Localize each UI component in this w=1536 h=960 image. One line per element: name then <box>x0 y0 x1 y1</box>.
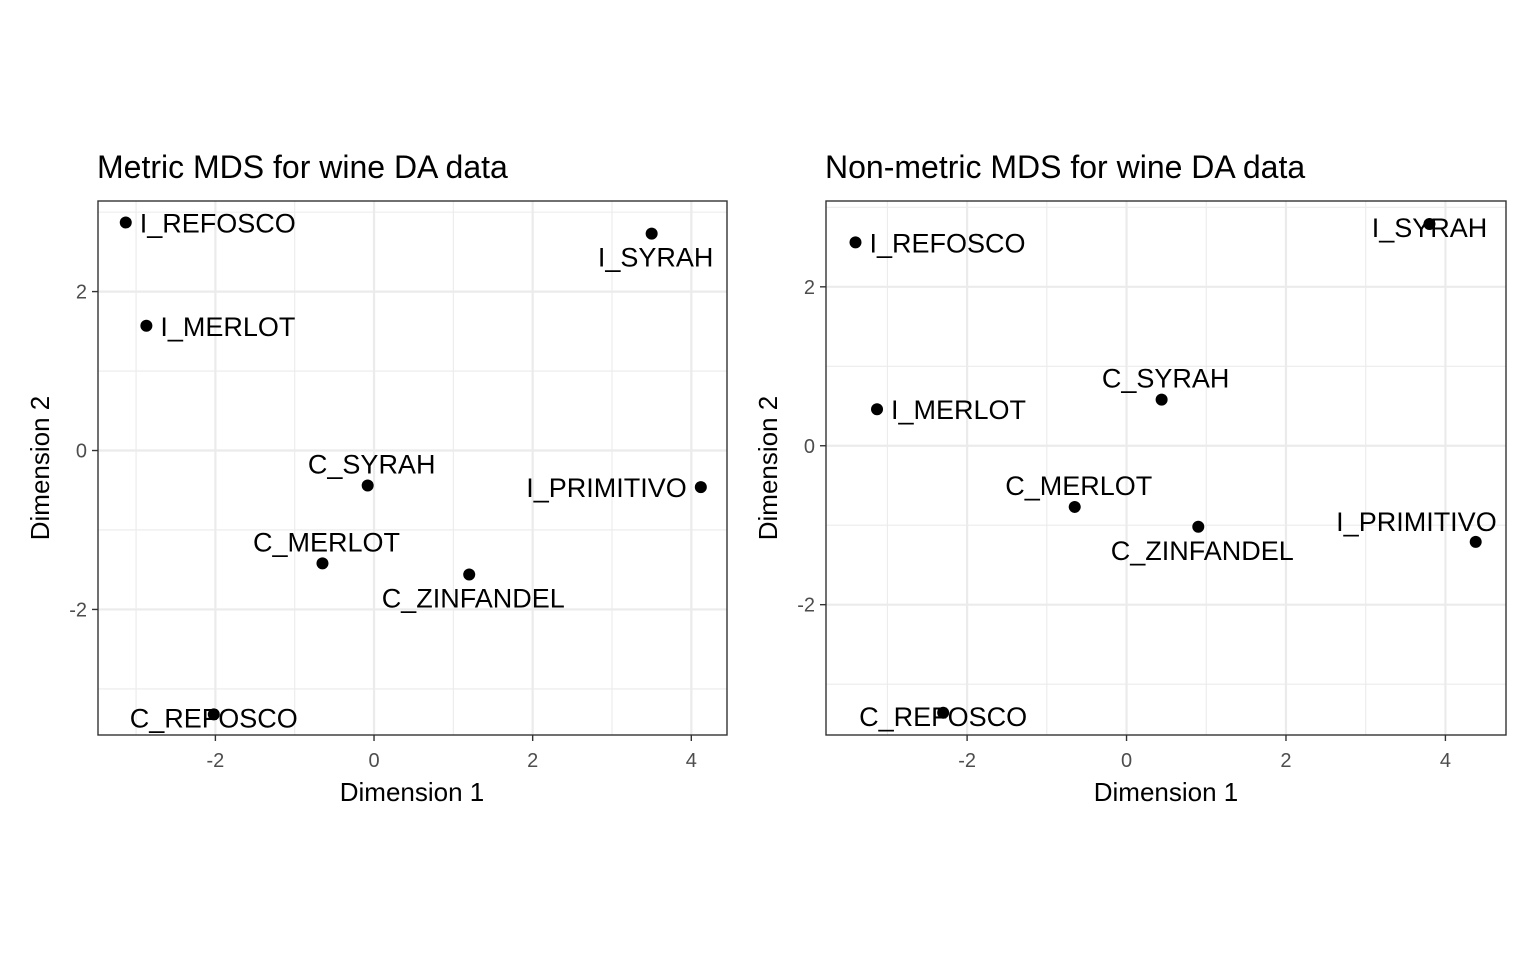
point-c-merlot <box>316 557 329 570</box>
point-c-refosco <box>207 708 220 721</box>
point-label-c-merlot: C_MERLOT <box>1005 471 1152 501</box>
y-axis-title-metric-mds: Dimension 2 <box>25 396 55 541</box>
grid-nonmetric-mds <box>826 201 1506 735</box>
y-tick-label: 2 <box>76 282 87 304</box>
x-tick-label: 4 <box>686 750 697 772</box>
y-tick-label: 0 <box>76 441 87 463</box>
point-i-refosco <box>119 216 132 229</box>
point-i-refosco <box>849 236 862 249</box>
point-label-i-refosco: I_REFOSCO <box>869 228 1025 258</box>
x-axis-title-metric-mds: Dimension 1 <box>340 777 485 807</box>
x-axis-title-nonmetric-mds: Dimension 1 <box>1094 777 1239 807</box>
ticks-metric-mds: -2 0 2 4 -2 0 2 <box>69 282 697 772</box>
x-tick-label: 2 <box>527 750 538 772</box>
y-tick-label: -2 <box>797 595 815 617</box>
point-c-syrah <box>1155 393 1168 406</box>
point-label-i-syrah: I_SYRAH <box>1372 213 1488 243</box>
point-label-i-primitivo: I_PRIMITIVO <box>1336 507 1497 537</box>
grid-metric-mds <box>98 201 727 735</box>
point-c-merlot <box>1068 500 1081 513</box>
chart-title-nonmetric-mds: Non-metric MDS for wine DA data <box>825 149 1305 185</box>
point-c-syrah <box>361 479 374 492</box>
y-axis-title-nonmetric-mds: Dimension 2 <box>753 396 783 541</box>
point-label-c-syrah: C_SYRAH <box>308 449 436 479</box>
point-label-i-syrah: I_SYRAH <box>598 243 714 273</box>
point-i-primitivo <box>694 481 707 494</box>
point-label-i-merlot: I_MERLOT <box>160 312 295 342</box>
x-tick-label: -2 <box>206 750 224 772</box>
point-c-refosco <box>937 706 950 719</box>
x-tick-label: 4 <box>1440 750 1451 772</box>
point-label-i-refosco: I_REFOSCO <box>140 208 296 238</box>
point-label-c-zinfandel: C_ZINFANDEL <box>382 583 565 613</box>
point-c-zinfandel <box>463 568 476 581</box>
ticks-nonmetric-mds: -2 0 2 4 -2 0 2 <box>797 277 1451 772</box>
metric-mds-chart: Metric MDS for wine DA data I_REFOSCO I_S… <box>25 149 728 807</box>
y-tick-label: -2 <box>69 599 87 621</box>
point-label-c-refosco: C_REFOSCO <box>859 702 1027 732</box>
point-i-primitivo <box>1469 535 1482 548</box>
point-i-merlot <box>871 403 884 416</box>
point-i-syrah <box>1423 218 1436 231</box>
chart-title-metric-mds: Metric MDS for wine DA data <box>97 149 508 185</box>
y-tick-label: 2 <box>804 277 815 299</box>
point-label-c-merlot: C_MERLOT <box>253 527 400 557</box>
y-tick-label: 0 <box>804 436 815 458</box>
x-tick-label: 0 <box>1121 750 1132 772</box>
point-label-c-zinfandel: C_ZINFANDEL <box>1111 536 1294 566</box>
nonmetric-mds-chart: Non-metric MDS for wine DA data I_SYRAHI… <box>753 149 1507 807</box>
points-metric-mds: I_REFOSCO I_SYRAH I_MERLOT C_SYRAH I_PRIMITI… <box>119 208 714 733</box>
points-nonmetric-mds: I_SYRAH I_REFOSCO C_SYRAH I_MERLOT C_MERLOT C… <box>849 213 1497 732</box>
x-tick-label: -2 <box>958 750 976 772</box>
point-i-syrah <box>645 227 658 240</box>
point-label-c-syrah: C_SYRAH <box>1102 364 1230 394</box>
point-label-i-primitivo: I_PRIMITIVO <box>526 473 687 503</box>
panel-border-nonmetric-mds <box>825 200 1507 736</box>
panel-border-metric-mds <box>97 200 728 736</box>
x-tick-label: 0 <box>368 750 379 772</box>
point-i-merlot <box>140 319 153 332</box>
point-label-c-refosco: C_REFOSCO <box>130 703 298 733</box>
point-label-i-merlot: I_MERLOT <box>891 395 1026 425</box>
point-c-zinfandel <box>1192 520 1205 533</box>
x-tick-label: 2 <box>1280 750 1291 772</box>
